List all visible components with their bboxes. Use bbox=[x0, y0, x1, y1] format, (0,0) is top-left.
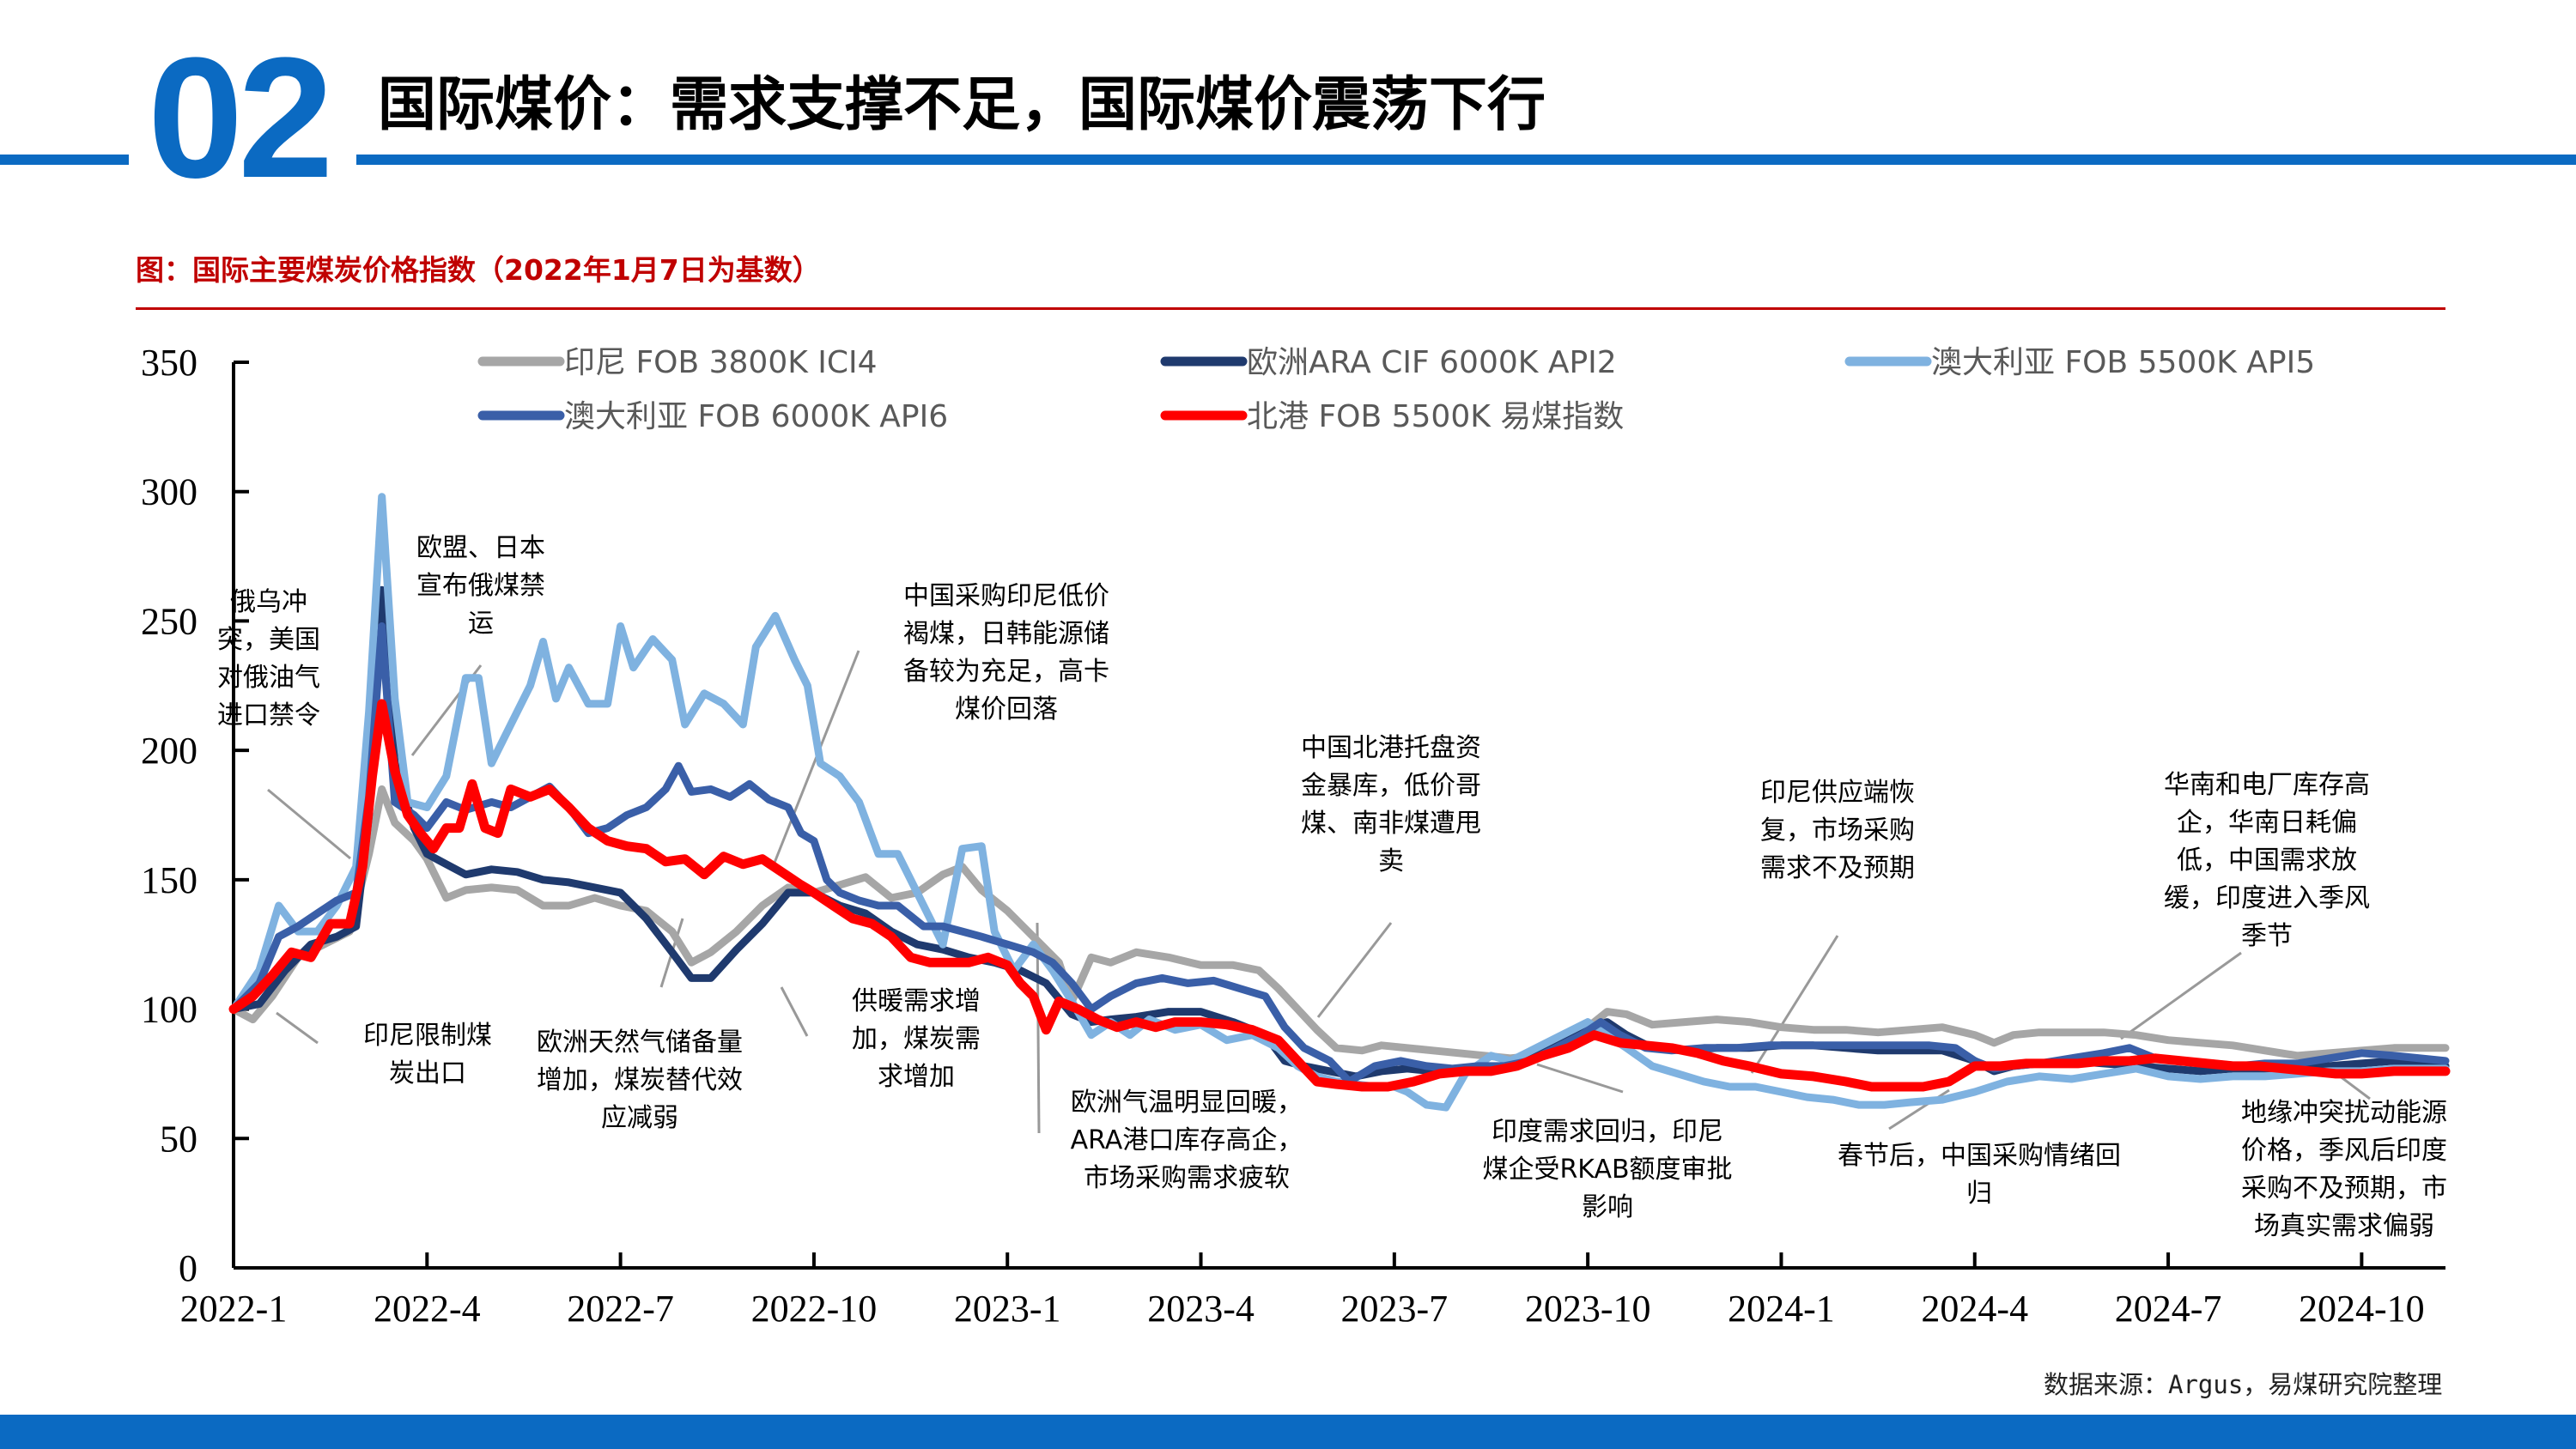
header-rule-right bbox=[356, 155, 2576, 165]
source-note: 数据来源：Argus，易煤研究院整理 bbox=[2044, 1370, 2443, 1399]
leader-line-11 bbox=[1888, 1088, 1950, 1131]
x-tick-label-2023-4: 2023-4 bbox=[1147, 1288, 1255, 1330]
x-tick-label-2023-7: 2023-7 bbox=[1341, 1288, 1449, 1330]
leader-line-12 bbox=[2120, 951, 2242, 1040]
y-tick-label-250: 250 bbox=[141, 600, 197, 642]
footer-bar bbox=[0, 1415, 2576, 1449]
leader-line-5 bbox=[780, 986, 809, 1037]
ann-heating-demand: 供暖需求增 加，煤炭需 求增加 bbox=[852, 986, 981, 1092]
leader-line-3 bbox=[276, 1011, 319, 1045]
legend-label-3: 澳大利亚 FOB 5500K API5 bbox=[1931, 345, 2315, 380]
y-tick-label-200: 200 bbox=[141, 730, 197, 772]
x-tick-label-2023-10: 2023-10 bbox=[1525, 1288, 1651, 1330]
y-tick-label-350: 350 bbox=[141, 342, 197, 384]
y-tick-label-300: 300 bbox=[141, 471, 197, 513]
leader-line-10 bbox=[1750, 935, 1839, 1074]
legend-label-2: 欧洲ARA CIF 6000K API2 bbox=[1247, 345, 1617, 380]
series-line-5 bbox=[228, 699, 2451, 1092]
figure-caption: 图：国际主要煤炭价格指数（2022年1月7日为基数） bbox=[136, 253, 821, 287]
x-tick-label-2024-10: 2024-10 bbox=[2299, 1288, 2425, 1330]
legend-label-1: 印尼 FOB 3800K ICI4 bbox=[564, 345, 878, 380]
x-tick-label-2022-7: 2022-7 bbox=[567, 1288, 674, 1330]
ann-eu-warm: 欧洲气温明显回暖， ARA港口库存高企， 市场采购需求疲软 bbox=[1070, 1088, 1303, 1193]
page-title: 国际煤价：需求支撑不足，国际煤价震荡下行 bbox=[378, 71, 1546, 139]
legend-label-5: 北港 FOB 5500K 易煤指数 bbox=[1247, 399, 1624, 434]
ann-eu-japan-ban: 欧盟、日本 宣布俄煤禁运 bbox=[416, 533, 545, 639]
ann-indonesia-limit: 印尼限制煤 炭出口 bbox=[363, 1021, 492, 1088]
x-tick-label-2022-10: 2022-10 bbox=[751, 1288, 878, 1330]
caption-rule bbox=[136, 307, 2445, 310]
ann-geopolitics: 地缘冲突扰动能源 价格，季风后印度 采购不及预期，市 场真实需求偏弱 bbox=[2241, 1098, 2447, 1241]
y-tick-label-100: 100 bbox=[141, 989, 197, 1031]
ann-india-demand: 印度需求回归，印尼 煤企受RKAB额度审批 影响 bbox=[1482, 1117, 1733, 1222]
ann-south-china: 华南和电厂库存高 企，华南日耗偏 低，中国需求放 缓，印度进入季风 季节 bbox=[2164, 770, 2370, 951]
x-tick-label-2022-1: 2022-1 bbox=[180, 1288, 288, 1330]
legend-label-4: 澳大利亚 FOB 6000K API6 bbox=[564, 399, 948, 434]
section-number: 02 bbox=[148, 22, 333, 214]
header-rule-left bbox=[0, 155, 129, 165]
x-tick-label-2024-7: 2024-7 bbox=[2115, 1288, 2222, 1330]
leader-line-8 bbox=[1316, 922, 1393, 1018]
ann-china-port-collapse: 中国北港托盘资 金暴库，低价哥 煤、南非煤遭甩卖 bbox=[1301, 733, 1481, 876]
ann-eu-gas-storage: 欧洲天然气储备量 增加，煤炭替代效 应减弱 bbox=[537, 1028, 743, 1133]
ann-russia-ukraine: 俄乌冲 突，美国 对俄油气 进口禁令 bbox=[217, 587, 320, 731]
y-tick-label-0: 0 bbox=[179, 1247, 197, 1289]
x-tick-label-2023-1: 2023-1 bbox=[954, 1288, 1061, 1330]
y-tick-label-150: 150 bbox=[141, 859, 197, 901]
x-tick-label-2022-4: 2022-4 bbox=[374, 1288, 481, 1330]
x-tick-label-2024-1: 2024-1 bbox=[1728, 1288, 1835, 1330]
ann-china-buy-indonesia: 中国采购印尼低价 褐煤，日韩能源储 备较为充足，高卡 煤价回落 bbox=[903, 581, 1109, 724]
y-tick-label-50: 50 bbox=[160, 1118, 197, 1160]
x-tick-label-2024-4: 2024-4 bbox=[1921, 1288, 2028, 1330]
series-line-1 bbox=[229, 785, 2450, 1063]
leader-line-9 bbox=[1536, 1063, 1624, 1094]
leader-line-1 bbox=[267, 788, 351, 860]
ann-indonesia-supply: 印尼供应端恢 复，市场采购 需求不及预期 bbox=[1760, 778, 1915, 883]
ann-spring-festival: 春节后，中国采购情绪回归 bbox=[1838, 1141, 2121, 1209]
